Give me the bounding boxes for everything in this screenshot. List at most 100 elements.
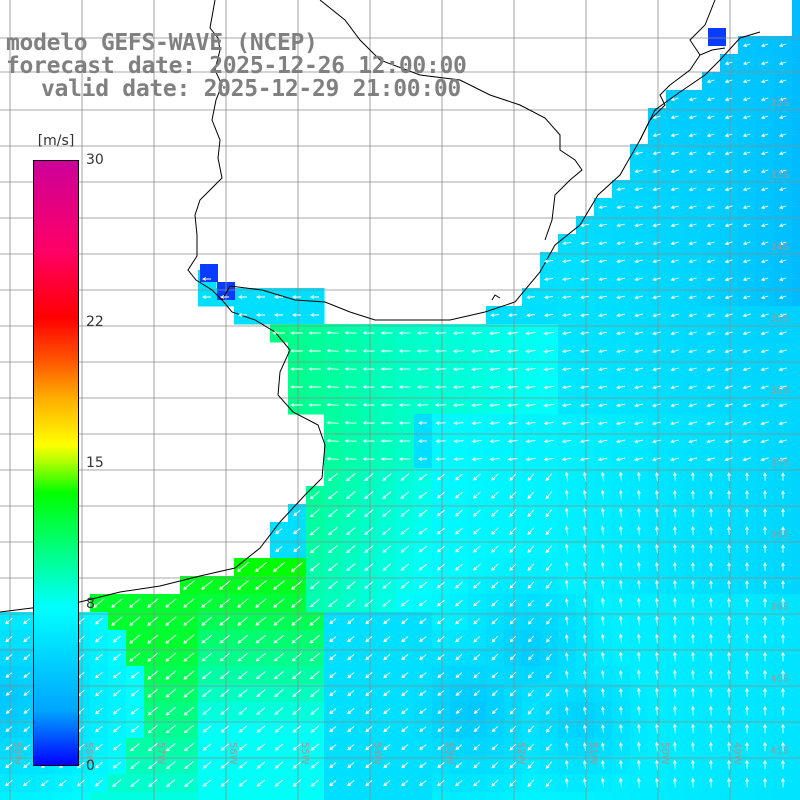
wind-arrow (744, 687, 749, 698)
wind-arrow (328, 599, 338, 608)
speed-cell (594, 792, 613, 800)
wind-arrow (473, 761, 481, 769)
wind-arrow (652, 403, 662, 408)
wind-arrow (690, 597, 695, 608)
speed-cell (792, 792, 800, 800)
wind-arrow (525, 385, 536, 390)
wind-arrow (507, 331, 519, 336)
wind-arrow (618, 471, 623, 482)
wind-arrow (380, 331, 393, 335)
wind-arrow (238, 761, 248, 769)
speed-cell (252, 792, 271, 800)
wind-arrow (636, 507, 641, 518)
speed-cell (126, 792, 145, 800)
wind-arrow (636, 525, 641, 536)
wind-arrow (165, 598, 177, 608)
wind-arrow (400, 563, 410, 571)
wind-arrow (326, 348, 339, 353)
wind-arrow (779, 97, 787, 102)
speed-cell (708, 28, 726, 46)
wind-arrow (22, 779, 31, 787)
wind-arrow (708, 759, 713, 770)
wind-arrow (401, 654, 409, 661)
wind-arrow (561, 457, 572, 462)
wind-arrow (598, 313, 608, 318)
wind-arrow (344, 384, 357, 389)
wind-arrow (436, 545, 445, 553)
wind-arrow (491, 671, 499, 679)
wind-arrow (365, 708, 373, 715)
wind-arrow (256, 761, 266, 769)
wind-arrow (202, 761, 212, 769)
wind-arrow (454, 509, 463, 517)
wind-arrow (600, 489, 605, 500)
wind-arrow (491, 617, 499, 625)
wind-arrow (726, 526, 731, 536)
wind-arrow (489, 349, 501, 354)
wind-arrow (308, 367, 321, 371)
wind-arrow (309, 616, 321, 626)
wind-arrow (742, 313, 751, 318)
wind-arrow (742, 133, 751, 138)
wind-arrow (526, 313, 536, 318)
wind-arrow (527, 779, 535, 788)
wind-arrow (688, 97, 697, 102)
wind-arrow (688, 187, 697, 192)
wind-arrow (147, 616, 159, 626)
wind-arrow (636, 543, 641, 554)
wind-arrow (690, 705, 695, 716)
wind-arrow (670, 313, 679, 318)
wind-arrow (436, 599, 445, 607)
wind-arrow (546, 653, 552, 661)
wind-arrow (745, 544, 749, 553)
wind-arrow (507, 421, 518, 426)
wind-arrow (5, 654, 13, 661)
wind-arrow (436, 780, 445, 787)
wind-arrow (4, 617, 13, 625)
wind-arrow (418, 509, 428, 517)
wind-arrow (345, 491, 356, 500)
wind-arrow (760, 295, 769, 300)
wind-arrow (670, 187, 679, 192)
wind-arrow (724, 223, 733, 228)
wind-arrow (527, 599, 535, 607)
wind-arrow (618, 543, 623, 554)
wind-arrow (688, 277, 697, 282)
wind-arrow (652, 313, 661, 318)
wind-arrow (582, 651, 587, 662)
wind-arrow (527, 545, 535, 554)
wind-arrow (670, 277, 679, 282)
wind-arrow (690, 777, 695, 788)
wind-arrow (291, 671, 302, 680)
wind-arrow (255, 671, 266, 680)
wind-arrow (618, 687, 623, 698)
wind-arrow (545, 527, 553, 536)
wind-arrow (255, 652, 266, 662)
speed-cell (792, 468, 800, 487)
wind-arrow (672, 525, 677, 536)
wind-arrow (545, 491, 553, 500)
wind-arrow (654, 561, 659, 572)
wind-arrow (527, 636, 534, 643)
wind-arrow (398, 421, 411, 425)
wind-arrow (580, 295, 590, 300)
wind-arrow (724, 277, 733, 282)
wind-arrow (706, 133, 715, 138)
wind-arrow (652, 277, 661, 282)
wind-arrow (580, 259, 590, 264)
wind-arrow (672, 507, 677, 518)
wind-arrow (400, 545, 410, 553)
wind-arrow (742, 277, 751, 282)
wind-arrow (326, 402, 339, 407)
wind-arrow (724, 439, 733, 444)
wind-arrow (436, 617, 445, 625)
wind-arrow (561, 367, 572, 372)
wind-arrows (4, 43, 787, 788)
wind-arrow (274, 761, 284, 769)
wind-arrow (634, 295, 644, 300)
wind-arrow (708, 651, 713, 662)
wind-arrow (779, 151, 787, 156)
wind-arrow (545, 509, 553, 518)
wind-arrow (329, 654, 337, 661)
wind-arrow (291, 295, 302, 299)
